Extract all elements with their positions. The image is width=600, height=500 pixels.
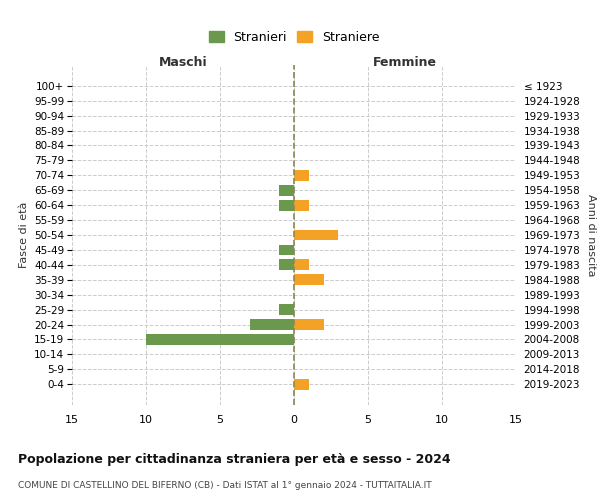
Text: Popolazione per cittadinanza straniera per età e sesso - 2024: Popolazione per cittadinanza straniera p… [18, 452, 451, 466]
Bar [279, 304, 294, 315]
Bar [294, 379, 309, 390]
Bar [294, 230, 338, 240]
Y-axis label: Fasce di età: Fasce di età [19, 202, 29, 268]
Bar [250, 319, 294, 330]
Bar [294, 200, 309, 210]
Bar [294, 274, 323, 285]
Bar [294, 170, 309, 180]
Bar [279, 244, 294, 256]
Text: Maschi: Maschi [158, 56, 208, 70]
Legend: Stranieri, Straniere: Stranieri, Straniere [205, 27, 383, 48]
Bar [279, 200, 294, 210]
Bar [294, 319, 323, 330]
Text: Femmine: Femmine [373, 56, 437, 70]
Text: COMUNE DI CASTELLINO DEL BIFERNO (CB) - Dati ISTAT al 1° gennaio 2024 - TUTTAITA: COMUNE DI CASTELLINO DEL BIFERNO (CB) - … [18, 481, 431, 490]
Bar [279, 260, 294, 270]
Y-axis label: Anni di nascita: Anni di nascita [586, 194, 596, 276]
Bar [279, 185, 294, 196]
Bar [146, 334, 294, 345]
Bar [294, 260, 309, 270]
